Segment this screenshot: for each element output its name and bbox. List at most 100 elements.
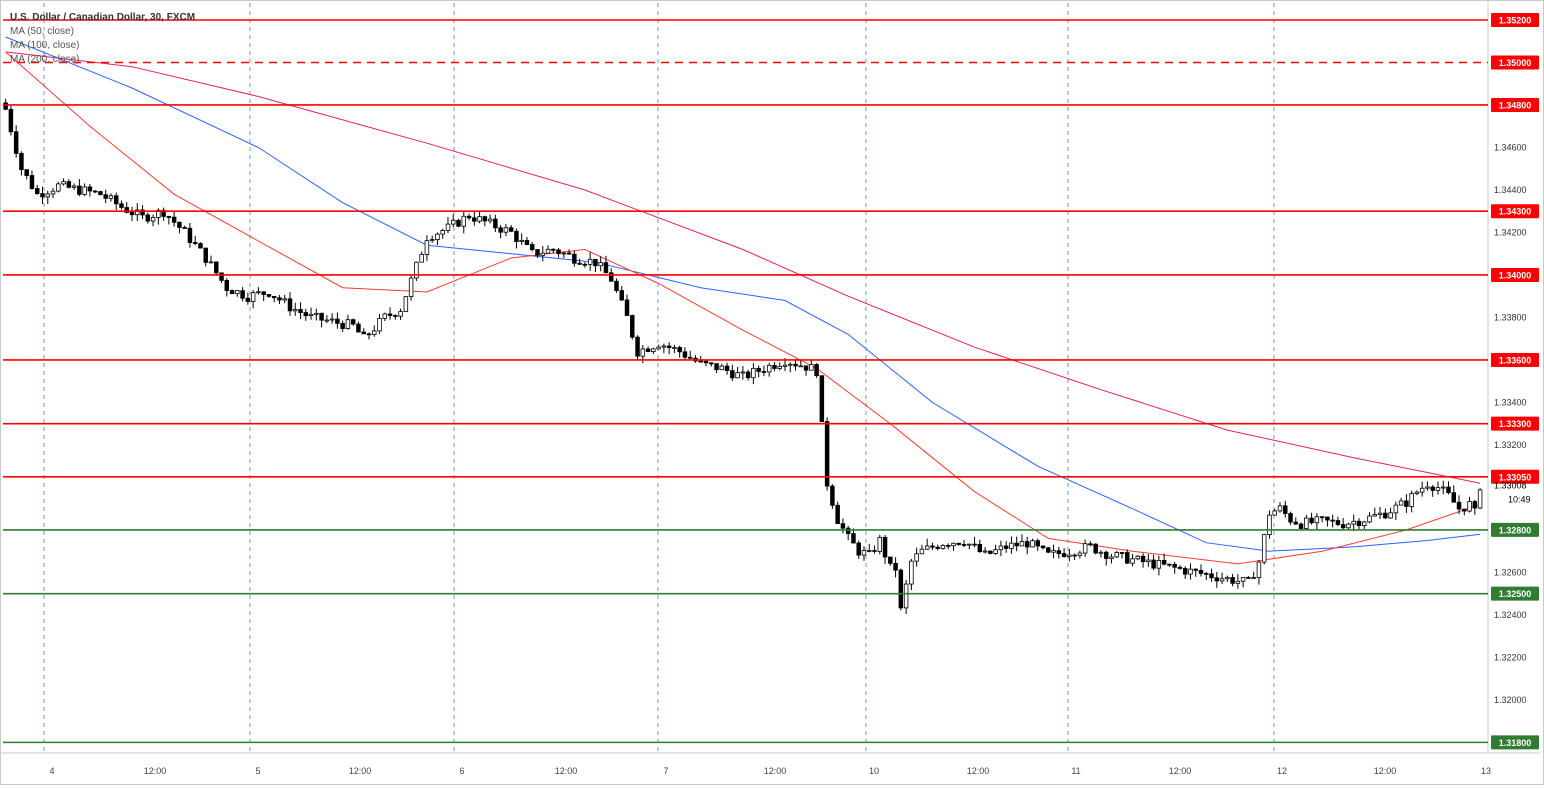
level-label: 1.32500 [1499, 589, 1532, 599]
candle-body [361, 331, 366, 335]
candle-body [640, 348, 646, 357]
candle-body [661, 345, 667, 348]
candle-body [377, 318, 382, 332]
candle-body [819, 375, 825, 422]
candle-body [1467, 501, 1472, 512]
candle-body [593, 258, 598, 267]
candle-body [1272, 510, 1277, 516]
candle-body [87, 186, 93, 192]
candle-body [603, 262, 609, 274]
candle-body [761, 371, 767, 373]
candle-body [1319, 516, 1325, 519]
candle-body [835, 504, 840, 525]
candle-body [566, 252, 572, 255]
candle-body [335, 318, 340, 324]
candle-body [845, 527, 851, 535]
candle-body [598, 262, 603, 267]
candle-body [1430, 486, 1435, 491]
candle-body [745, 371, 751, 379]
candle-body [898, 569, 904, 609]
candle-body [1388, 512, 1393, 519]
candle-body [956, 542, 962, 545]
candle-body [1188, 568, 1193, 575]
candle-body [271, 295, 277, 299]
level-label: 1.32800 [1499, 525, 1532, 535]
candle-body [224, 279, 230, 291]
candle-body [403, 296, 409, 312]
price-tick-label: 1.32200 [1494, 652, 1527, 662]
candle-body [851, 533, 856, 544]
candle-body [71, 185, 77, 188]
chart-legend: U.S. Dollar / Canadian Dollar, 30, FXCM … [10, 11, 195, 67]
candle-body [1288, 513, 1293, 523]
ma100-line [5, 36, 1481, 552]
candle-body [1246, 576, 1251, 579]
candle-body [1256, 561, 1262, 578]
candle-body [1477, 489, 1483, 509]
candle-body [1261, 534, 1267, 563]
candle-body [1398, 500, 1404, 506]
countdown-label: 10:49 [1508, 495, 1531, 505]
candle-body [1283, 505, 1288, 514]
candle-body [293, 309, 298, 312]
candle-body [19, 152, 24, 171]
candle-body [92, 190, 98, 193]
candle-body [572, 253, 577, 264]
candle-body [1298, 523, 1304, 529]
candle-body [1009, 542, 1014, 549]
candle-body [867, 550, 872, 552]
candle-body [682, 351, 688, 358]
candle-body [1082, 543, 1088, 554]
candle-body [882, 536, 888, 558]
price-tick-label: 1.33400 [1494, 397, 1527, 407]
price-tick-label: 1.34600 [1494, 142, 1527, 152]
candle-body [1356, 520, 1362, 526]
candle-body [150, 217, 156, 222]
candle-body [1425, 486, 1430, 489]
candle-body [1156, 559, 1162, 569]
candle-body [1409, 493, 1414, 507]
candle-body [972, 543, 977, 546]
candle-body [366, 333, 372, 336]
candle-body [1167, 563, 1172, 566]
candle-body [340, 322, 345, 329]
candle-body [192, 242, 198, 244]
candle-body [161, 209, 166, 217]
candle-body [1093, 543, 1098, 554]
candle-body [1293, 521, 1299, 525]
candle-body [1383, 512, 1388, 519]
candle-body [108, 195, 114, 199]
candle-body [82, 186, 87, 195]
candle-body [1103, 551, 1109, 559]
candle-body [709, 362, 714, 365]
candle-body [219, 272, 224, 281]
candle-body [993, 549, 998, 554]
candle-body [466, 215, 472, 219]
candle-body [1230, 577, 1235, 584]
candle-body [461, 215, 467, 227]
candle-body [924, 545, 930, 550]
time-tick-label: 12:00 [349, 766, 372, 776]
candle-body [1314, 516, 1320, 524]
candle-body [66, 181, 72, 188]
level-badge [1491, 735, 1539, 750]
candle-body [98, 191, 103, 196]
candle-body [445, 223, 451, 231]
level-badge [1491, 267, 1539, 282]
price-tick-label: 1.34400 [1494, 185, 1527, 195]
candle-body [893, 562, 898, 571]
candle-body [1267, 514, 1272, 536]
candle-body [24, 169, 29, 176]
candle-body [703, 360, 709, 364]
candle-body [450, 219, 456, 225]
candle-body [577, 262, 582, 265]
candle-body [1161, 559, 1167, 565]
candle-body [1046, 547, 1051, 553]
candle-body [519, 239, 524, 242]
candle-body [1067, 554, 1072, 557]
legend-ma100: MA (100, close) [10, 40, 80, 51]
candle-body [1130, 558, 1135, 564]
candle-body [724, 365, 730, 371]
